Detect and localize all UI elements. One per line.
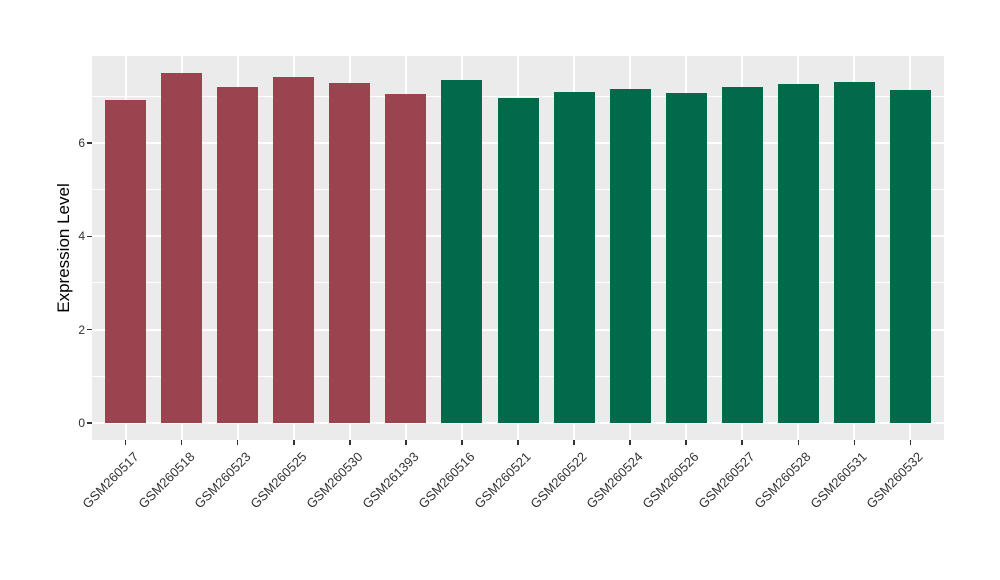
x-tick-label: GSM260525 [247,449,310,512]
x-tick-label: GSM260522 [527,449,590,512]
bar-GSM260524 [609,88,651,423]
y-tick-mark [87,328,92,331]
bar-GSM260522 [553,92,595,423]
x-tick-label: GSM260521 [471,449,534,512]
bar-GSM260527 [721,86,763,423]
x-tick-label: GSM260516 [415,449,478,512]
x-tick-label: GSM260532 [863,449,926,512]
x-tick-label: GSM260518 [135,449,198,512]
x-tick-mark [461,440,463,445]
x-tick-label: GSM260530 [303,449,366,512]
x-tick-mark [853,440,856,445]
x-tick-mark [293,440,295,445]
x-tick-label: GSM260528 [751,449,814,512]
y-tick-mark [87,142,92,144]
bar-GSM260525 [273,77,315,423]
bar-GSM260521 [497,97,539,423]
bar-GSM260526 [665,92,707,423]
y-tick-label: 4 [78,229,85,244]
bar-GSM260530 [329,83,371,423]
x-tick-label: GSM260527 [695,449,758,512]
x-tick-mark [573,440,575,445]
x-tick-mark [629,440,631,445]
x-tick-label: GSM260531 [807,449,870,512]
y-tick-label: 2 [78,322,85,337]
bar-GSM260528 [777,84,819,423]
x-tick-label: GSM261393 [359,449,422,512]
x-tick-mark [349,440,351,445]
x-tick-label: GSM260524 [583,449,646,512]
bar-GSM260523 [217,86,259,423]
y-tick-mark [87,235,92,238]
bar-GSM260517 [105,99,147,423]
x-tick-mark [909,440,912,445]
y-tick-label: 0 [78,416,85,430]
y-tick-label: 6 [78,135,85,150]
bar-GSM260518 [161,73,203,423]
x-tick-label: GSM260526 [639,449,702,512]
bar-GSM260531 [833,81,875,423]
plot-panel [92,56,944,440]
x-tick-mark [685,440,687,445]
x-tick-mark [124,440,127,445]
y-tick-mark [87,422,92,424]
x-tick-label: GSM260523 [191,449,254,512]
x-tick-mark [180,440,183,445]
x-tick-mark [236,440,239,445]
bar-GSM261393 [385,94,427,423]
x-tick-label: GSM260517 [79,449,142,512]
x-tick-mark [741,440,743,445]
y-axis-title: Expression Level [54,183,73,313]
x-tick-mark [797,440,799,445]
bar-GSM260532 [889,89,931,423]
x-tick-mark [405,440,407,445]
x-tick-mark [517,440,519,445]
bar-GSM260516 [441,79,483,423]
